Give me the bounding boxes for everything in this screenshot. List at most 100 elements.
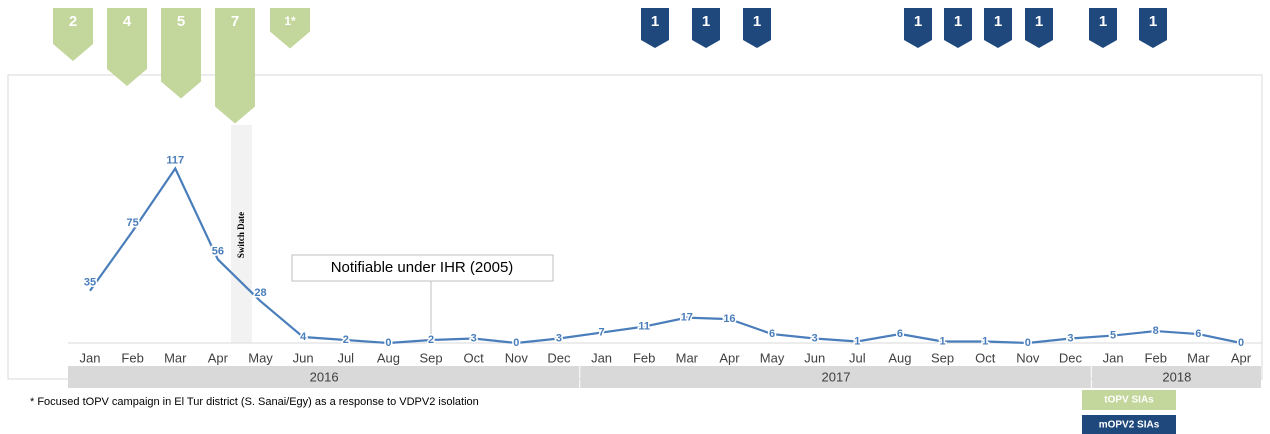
x-tick-label: Jul <box>849 350 866 365</box>
value-label: 56 <box>212 245 224 257</box>
x-tick-label: Jan <box>1103 350 1124 365</box>
value-label: 6 <box>1195 328 1201 340</box>
sia-label: 1 <box>1149 13 1157 30</box>
annotation-box <box>291 254 554 282</box>
sia-label: 4 <box>123 13 132 30</box>
sia-label: 1 <box>994 13 1002 30</box>
year-label: 2016 <box>310 369 339 384</box>
legend-label: mOPV2 SIAs <box>1099 420 1160 431</box>
year-label: 2018 <box>1162 369 1191 384</box>
value-label: 35 <box>84 277 96 289</box>
value-label: 11 <box>638 320 650 332</box>
sia-banner <box>743 8 771 48</box>
value-label: 3 <box>812 332 818 344</box>
sia-banner <box>1139 8 1167 48</box>
legend-label: tOPV SIAs <box>1104 395 1154 406</box>
sia-banner <box>1089 8 1117 48</box>
sia-label: 1 <box>1035 13 1043 30</box>
value-label: 5 <box>1110 329 1116 341</box>
x-tick-label: Dec <box>1059 350 1083 365</box>
year-band <box>68 366 580 388</box>
annotation: Notifiable under IHR (2005) <box>331 259 514 276</box>
sia-label: 1 <box>702 13 710 30</box>
sia-label: 1 <box>1099 13 1107 30</box>
value-label: 2 <box>343 334 349 346</box>
value-label: 4 <box>300 331 307 343</box>
value-label: 75 <box>127 217 139 229</box>
sia-banner <box>1025 8 1053 48</box>
legend-swatch <box>1082 390 1176 410</box>
sia-banner <box>904 8 932 48</box>
x-tick-label: Jul <box>337 350 354 365</box>
sia-label: 7 <box>231 13 239 30</box>
value-label: 3 <box>556 332 562 344</box>
x-tick-label: Dec <box>547 350 571 365</box>
value-label: 0 <box>385 337 391 349</box>
value-label: 1 <box>940 335 946 347</box>
x-tick-label: Mar <box>676 350 699 365</box>
x-tick-label: Nov <box>1016 350 1040 365</box>
footnote: * Focused tOPV campaign in El Tur distri… <box>30 396 479 408</box>
sia-banner <box>944 8 972 48</box>
value-label: 8 <box>1153 325 1159 337</box>
year-band <box>580 366 1091 388</box>
x-tick-label: Jun <box>804 350 825 365</box>
x-tick-label: Mar <box>164 350 187 365</box>
sia-label: 1 <box>753 13 761 30</box>
legend-swatch <box>1082 415 1176 434</box>
x-tick-label: May <box>760 350 785 365</box>
switch-label: Switch Date <box>236 212 246 258</box>
value-label: 28 <box>254 287 266 299</box>
value-label: 16 <box>723 313 735 325</box>
x-tick-label: Feb <box>1145 350 1167 365</box>
x-tick-label: Oct <box>975 350 996 365</box>
value-label: 2 <box>428 334 434 346</box>
sia-banner <box>107 8 147 86</box>
x-tick-label: Mar <box>1187 350 1210 365</box>
sia-label: 5 <box>177 13 185 30</box>
year-label: 2017 <box>822 369 851 384</box>
sia-banner <box>215 8 255 124</box>
sia-banner <box>692 8 720 48</box>
x-tick-label: Feb <box>121 350 143 365</box>
value-label: 0 <box>513 337 519 349</box>
data-line <box>89 166 1242 345</box>
x-tick-label: Apr <box>719 350 740 365</box>
x-tick-label: Nov <box>505 350 529 365</box>
value-label: 17 <box>681 312 693 324</box>
value-label: 1 <box>854 335 860 347</box>
x-tick-label: Feb <box>633 350 655 365</box>
sia-label: 2 <box>69 13 77 30</box>
value-label: 117 <box>166 154 184 166</box>
x-tick-label: Apr <box>1231 350 1252 365</box>
sia-banner <box>53 8 93 61</box>
sia-banner <box>984 8 1012 48</box>
x-tick-label: Sep <box>419 350 442 365</box>
x-tick-label: Sep <box>931 350 954 365</box>
value-label: 6 <box>897 328 903 340</box>
x-tick-label: Oct <box>464 350 485 365</box>
value-label: 7 <box>598 326 604 338</box>
value-label: 3 <box>471 332 477 344</box>
sia-banner <box>641 8 669 48</box>
x-tick-label: Jan <box>80 350 101 365</box>
value-label: 0 <box>1238 337 1244 349</box>
value-label: 0 <box>1025 337 1031 349</box>
year-band <box>1091 366 1261 388</box>
x-tick-label: May <box>248 350 273 365</box>
sia-label: 1 <box>954 13 962 30</box>
plot-frame <box>7 74 1263 380</box>
value-label: 6 <box>769 328 775 340</box>
value-label: 1 <box>982 335 988 347</box>
x-tick-label: Jun <box>293 350 314 365</box>
value-label: 3 <box>1067 332 1073 344</box>
x-tick-label: Jan <box>591 350 612 365</box>
x-tick-label: Aug <box>888 350 911 365</box>
sia-label: 1 <box>651 13 659 30</box>
x-tick-label: Aug <box>377 350 400 365</box>
sia-label: 1 <box>914 13 922 30</box>
sia-banner <box>270 8 310 49</box>
sia-banner <box>161 8 201 99</box>
x-tick-label: Apr <box>208 350 229 365</box>
